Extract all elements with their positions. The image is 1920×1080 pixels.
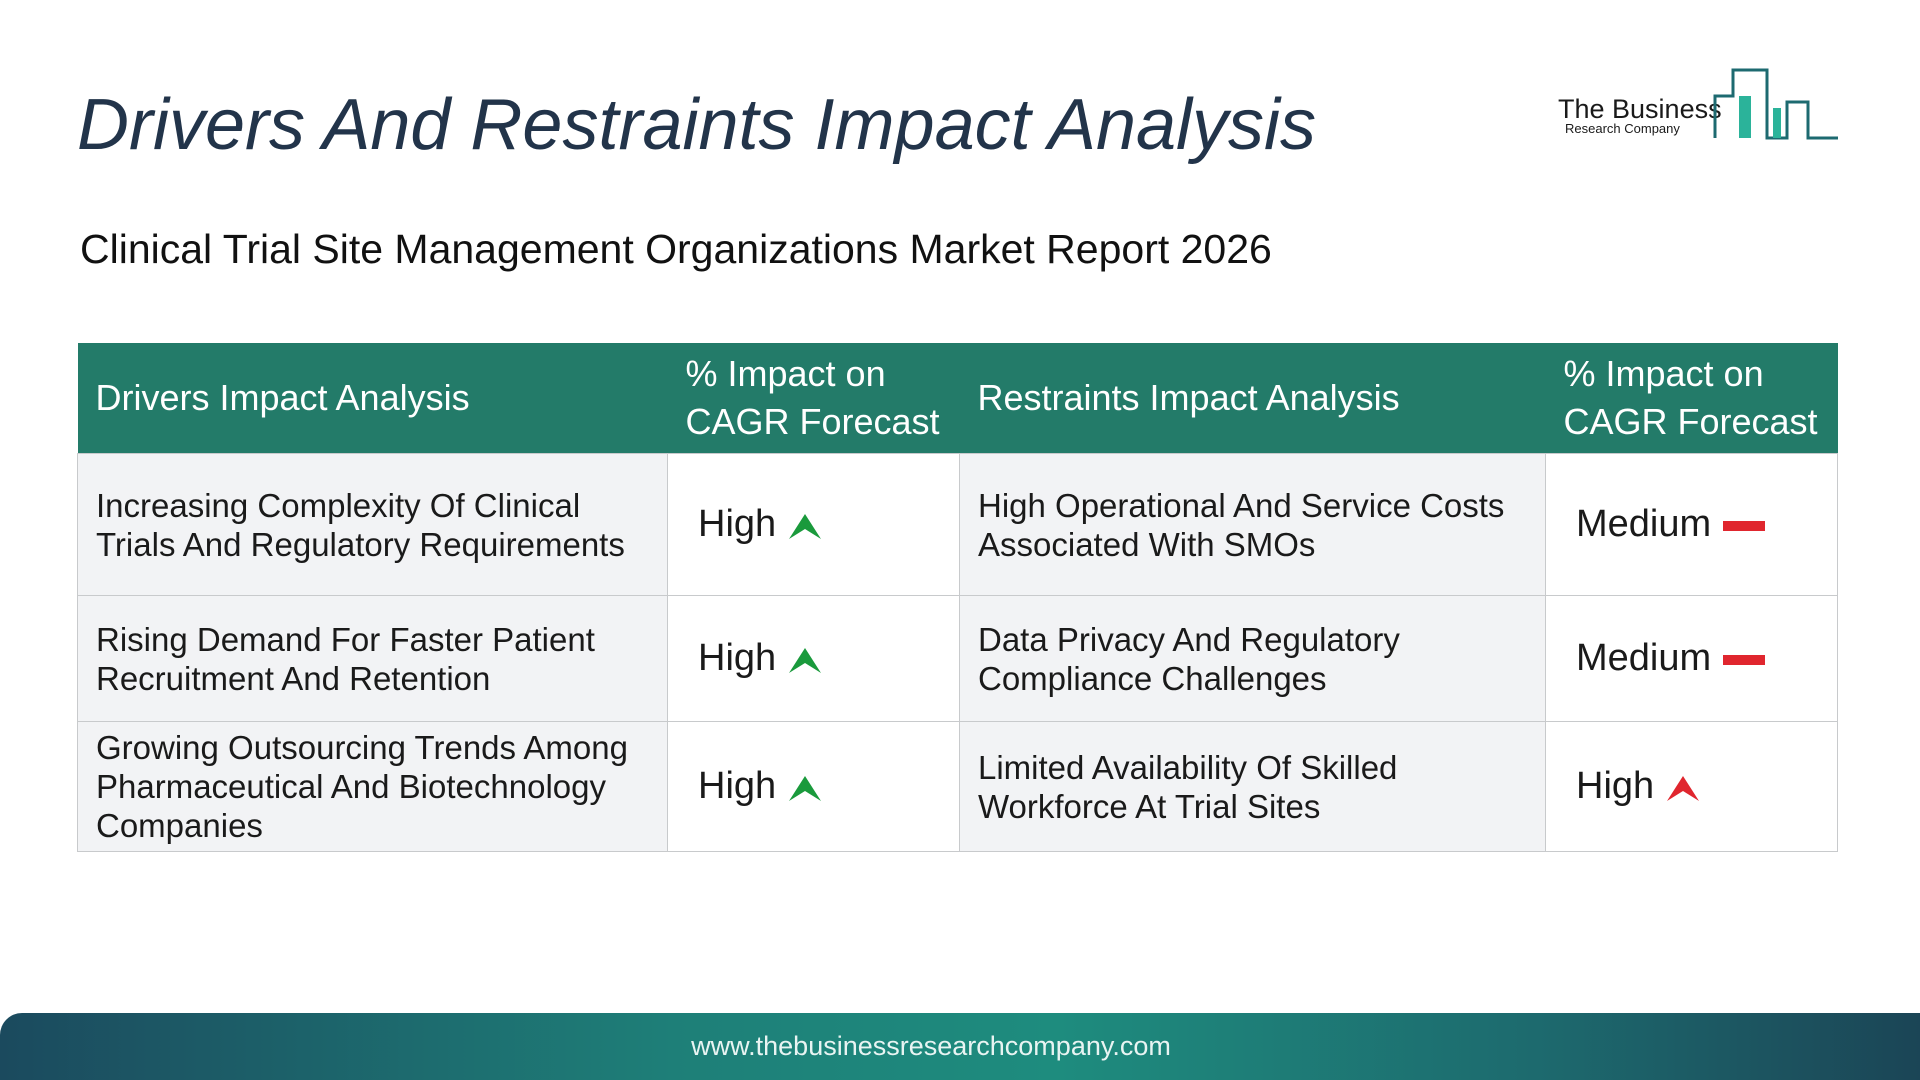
column-header: Drivers Impact Analysis [77, 343, 668, 454]
impact: High [1545, 721, 1838, 852]
impact-level: High [698, 765, 777, 807]
logo: The Business Research Company [1558, 68, 1838, 140]
footer-band [0, 1013, 1920, 1080]
column-header: Restraints Impact Analysis [959, 343, 1546, 454]
impact: High [667, 453, 960, 596]
driver: Increasing Complexity Of Clinical Trials… [77, 453, 668, 596]
impact-level: Medium [1576, 503, 1712, 545]
restraint: High Operational And Service Costs Assoc… [959, 453, 1546, 596]
impact: High [667, 595, 960, 722]
impact-table: Drivers Impact Analysis % Impact on CAGR… [77, 343, 1838, 852]
impact-level: Medium [1576, 637, 1712, 679]
subtitle: Clinical Trial Site Management Organizat… [80, 226, 1272, 272]
impact-level: High [698, 637, 777, 679]
footer-url: www.thebusinessresearchcompany.com [691, 1031, 1171, 1061]
impact-level: High [698, 503, 777, 545]
restraint: Limited Availability Of Skilled Workforc… [959, 721, 1546, 852]
impact: Medium [1545, 453, 1838, 596]
driver: Growing Outsourcing Trends Among Pharmac… [77, 721, 668, 852]
title: Drivers And Restraints Impact Analysis [77, 85, 1317, 165]
column-header: % Impact on CAGR Forecast [1545, 343, 1838, 454]
impact: High [667, 721, 960, 852]
logo-line2: Research Company [1565, 121, 1680, 136]
impact-level: High [1576, 765, 1655, 807]
restraint: Data Privacy And Regulatory Compliance C… [959, 595, 1546, 722]
impact: Medium [1545, 595, 1838, 722]
logo-line1: The Business [1558, 94, 1722, 124]
column-header: % Impact on CAGR Forecast [667, 343, 960, 454]
driver: Rising Demand For Faster Patient Recruit… [77, 595, 668, 722]
